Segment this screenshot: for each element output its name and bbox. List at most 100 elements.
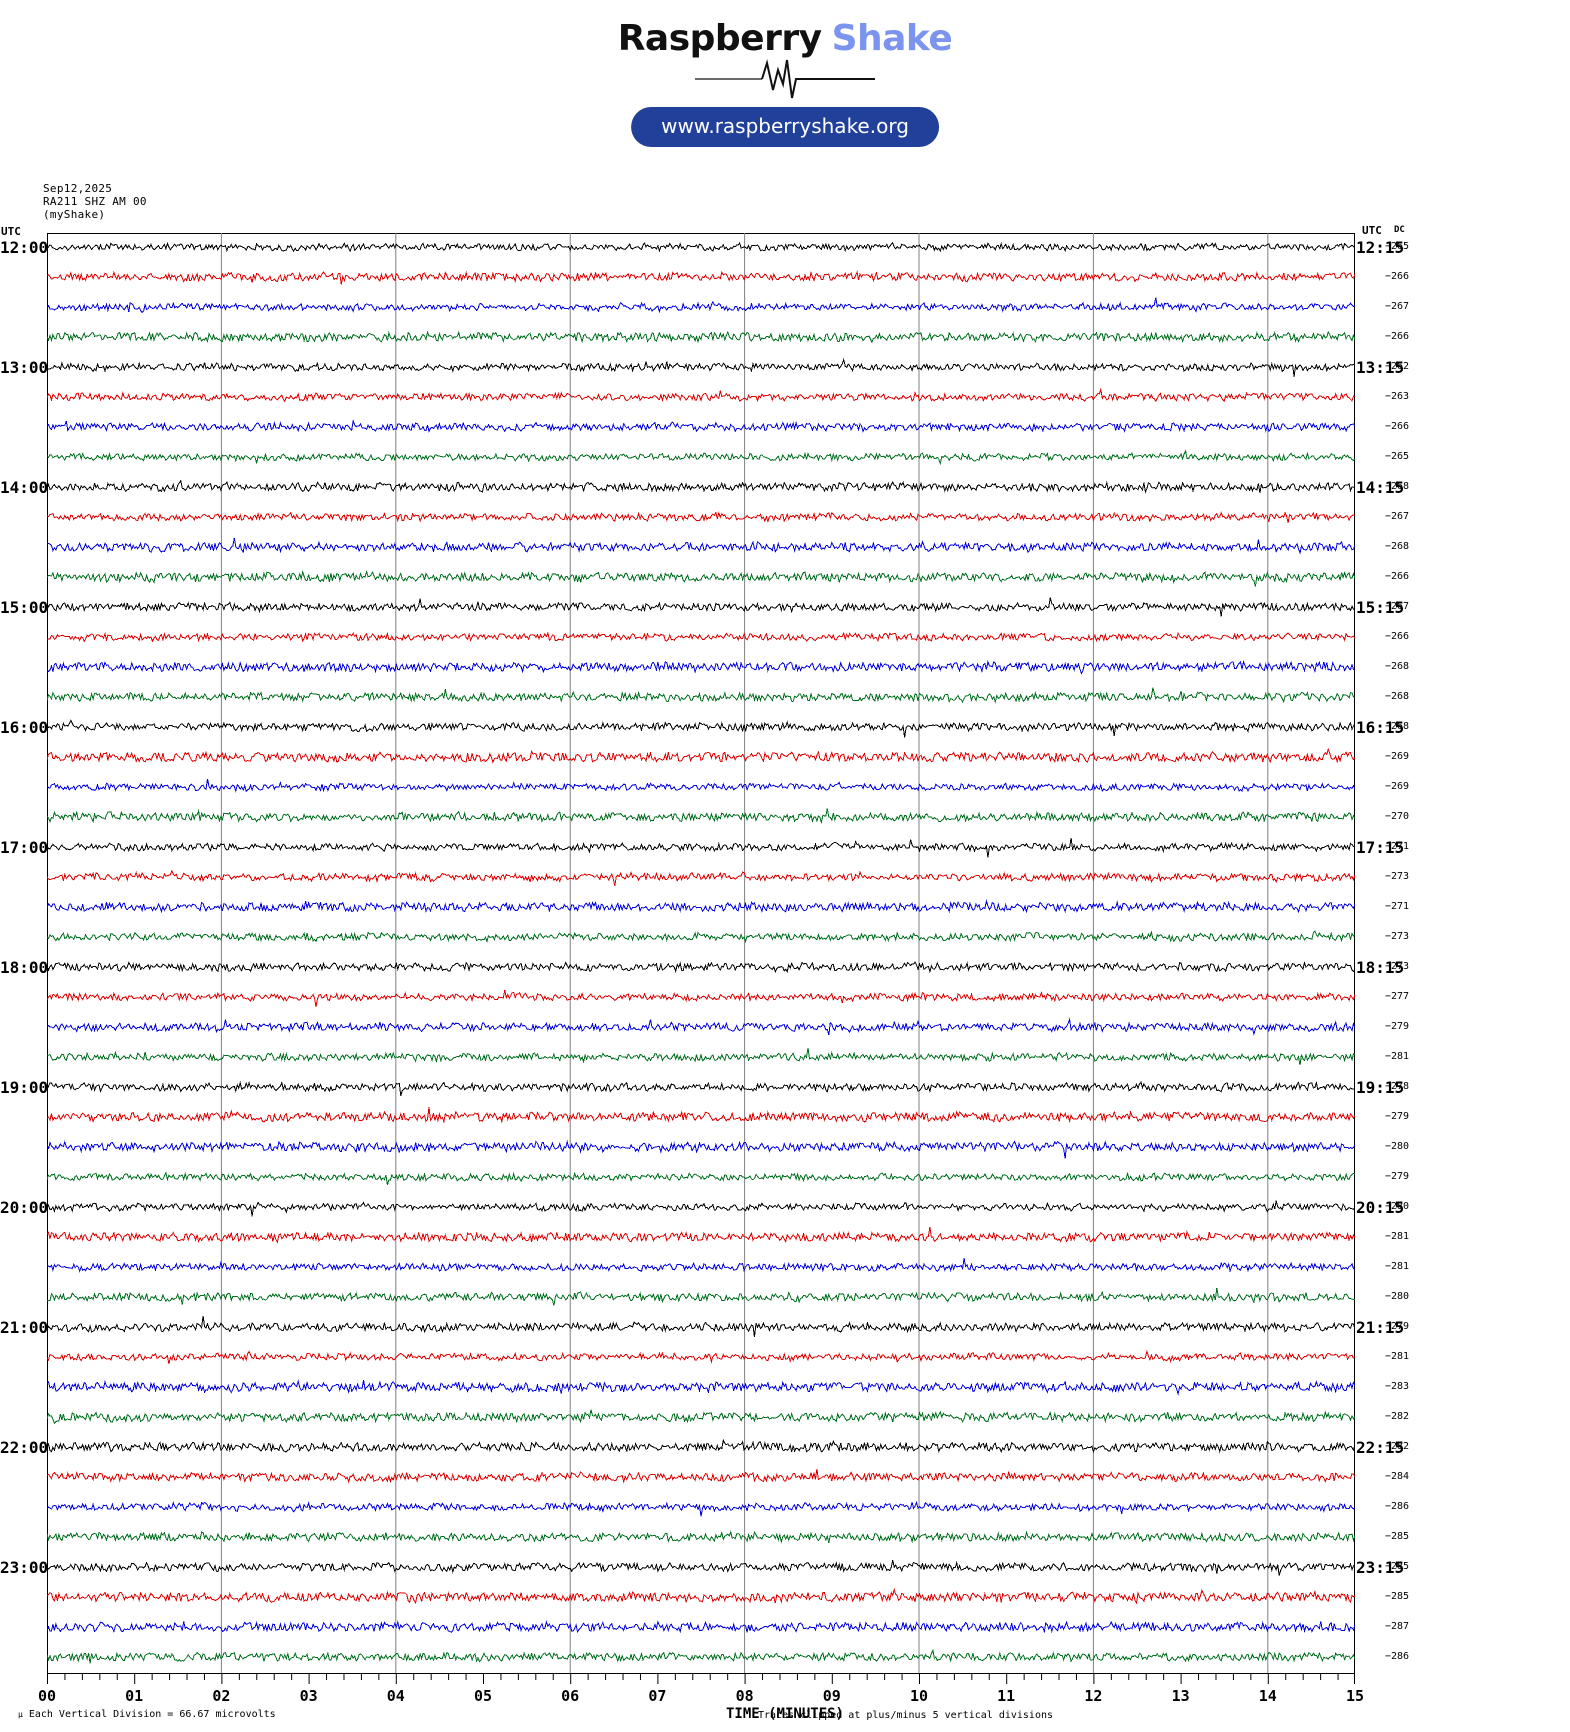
seismic-trace bbox=[47, 837, 1355, 858]
seismic-trace bbox=[47, 1409, 1355, 1424]
helicorder-plot[interactable] bbox=[47, 233, 1355, 1673]
axis-ticks bbox=[47, 1673, 1355, 1684]
dc-value: −269 bbox=[1385, 781, 1410, 792]
seismic-trace bbox=[47, 1530, 1355, 1544]
seismic-trace bbox=[47, 1587, 1355, 1605]
left-hour-label: 13:00 bbox=[0, 358, 49, 377]
dc-value: −285 bbox=[1385, 1531, 1410, 1542]
dc-value: −271 bbox=[1385, 841, 1410, 852]
header-nickname: (myShake) bbox=[43, 208, 106, 221]
minute-tick-label: 11 bbox=[997, 1687, 1016, 1705]
left-hour-label: 22:00 bbox=[0, 1438, 49, 1457]
dc-value: −270 bbox=[1385, 811, 1410, 822]
minute-tick-label: 07 bbox=[648, 1687, 667, 1705]
dc-value: −279 bbox=[1385, 1321, 1410, 1332]
seismic-trace bbox=[47, 597, 1355, 617]
seismic-trace bbox=[47, 357, 1355, 377]
dc-value: −280 bbox=[1385, 1291, 1410, 1302]
trace-canvas bbox=[47, 233, 1355, 1673]
minute-tick-label: 00 bbox=[37, 1687, 57, 1705]
dc-value: −265 bbox=[1385, 241, 1410, 252]
seismic-trace bbox=[47, 631, 1355, 643]
seismic-trace bbox=[47, 1468, 1355, 1484]
dc-value: −268 bbox=[1385, 721, 1410, 732]
seismic-trace bbox=[47, 1287, 1355, 1306]
dc-value: −284 bbox=[1385, 1471, 1410, 1482]
seismic-trace bbox=[47, 747, 1355, 764]
minute-tick-label: 03 bbox=[299, 1687, 318, 1705]
minute-tick-label: 08 bbox=[735, 1687, 754, 1705]
dc-value: −279 bbox=[1385, 1171, 1410, 1182]
dc-value: −280 bbox=[1385, 1201, 1410, 1212]
left-hour-label: 14:00 bbox=[0, 478, 49, 497]
seismic-trace bbox=[47, 297, 1355, 314]
minute-tick-label: 01 bbox=[125, 1687, 144, 1705]
dc-value: −266 bbox=[1385, 331, 1410, 342]
left-hour-label: 16:00 bbox=[0, 718, 49, 737]
dc-value: −262 bbox=[1385, 361, 1410, 372]
header-station-code: RA211 SHZ AM 00 bbox=[43, 195, 147, 208]
seismic-trace bbox=[47, 1316, 1355, 1338]
seismic-trace bbox=[47, 479, 1355, 494]
dc-value: −267 bbox=[1385, 601, 1410, 612]
seismic-wave-icon bbox=[695, 59, 875, 99]
left-hour-label: 21:00 bbox=[0, 1318, 49, 1337]
left-hour-label: 19:00 bbox=[0, 1078, 49, 1097]
dc-value: −267 bbox=[1385, 301, 1410, 312]
seismic-trace bbox=[47, 1379, 1355, 1396]
dc-value: −266 bbox=[1385, 571, 1410, 582]
seismic-trace bbox=[47, 330, 1355, 344]
left-hour-label: 23:00 bbox=[0, 1558, 49, 1577]
seismic-trace bbox=[47, 270, 1355, 285]
dc-value: −279 bbox=[1385, 1021, 1410, 1032]
clip-note: Traces clipped at plus/minus 5 vertical … bbox=[758, 1710, 1054, 1721]
seismic-trace bbox=[47, 387, 1355, 403]
seismic-trace bbox=[47, 1047, 1355, 1066]
scale-note-text: Each Vertical Division = 66.67 microvolt… bbox=[28, 1709, 276, 1720]
seismic-trace bbox=[47, 687, 1355, 704]
dc-value: −278 bbox=[1385, 1081, 1410, 1092]
left-utc-label: UTC bbox=[1, 225, 21, 238]
dc-value: −268 bbox=[1385, 661, 1410, 672]
dc-value: −285 bbox=[1385, 1561, 1410, 1572]
website-url-pill[interactable]: www.raspberryshake.org bbox=[631, 107, 939, 147]
dc-value: −273 bbox=[1385, 931, 1410, 942]
left-hour-label: 18:00 bbox=[0, 958, 49, 977]
raspberry-shake-logo: Raspberry Shake www.raspberryshake.org bbox=[0, 0, 1570, 160]
minute-tick-label: 14 bbox=[1258, 1687, 1277, 1705]
dc-value: −266 bbox=[1385, 631, 1410, 642]
dc-value: −277 bbox=[1385, 991, 1410, 1002]
right-hour-label: 16:15 bbox=[1356, 718, 1405, 737]
minute-tick-label: 02 bbox=[212, 1687, 231, 1705]
seismic-trace bbox=[47, 418, 1355, 434]
seismic-trace bbox=[47, 660, 1355, 675]
dc-value: −282 bbox=[1385, 1441, 1410, 1452]
dc-value: −267 bbox=[1385, 511, 1410, 522]
scale-note: µ Each Vertical Division = 66.67 microvol… bbox=[18, 1709, 276, 1720]
seismic-trace bbox=[47, 1349, 1355, 1365]
minute-tick-label: 13 bbox=[1171, 1687, 1190, 1705]
seismic-trace bbox=[47, 1080, 1355, 1096]
bottom-minute-axis: 00 01 02 03 04 05 06 07 08 09 10 11 12 13 14 15 bbox=[38, 1673, 1364, 1705]
right-hour-label: 17:15 bbox=[1356, 838, 1405, 857]
dc-value: −273 bbox=[1385, 871, 1410, 882]
seismic-trace bbox=[47, 1560, 1355, 1576]
left-hour-label: 17:00 bbox=[0, 838, 49, 857]
left-hour-label: 20:00 bbox=[0, 1198, 49, 1217]
seismic-trace bbox=[47, 1139, 1355, 1159]
right-hour-label: 19:15 bbox=[1356, 1078, 1405, 1097]
right-utc-label: UTC bbox=[1362, 224, 1382, 237]
seismic-trace bbox=[47, 808, 1355, 825]
seismic-trace bbox=[47, 869, 1355, 886]
header-date: Sep12,2025 bbox=[43, 182, 113, 195]
left-hour-label: 12:00 bbox=[0, 238, 49, 257]
dc-value: −281 bbox=[1385, 1231, 1410, 1242]
seismic-trace bbox=[47, 537, 1355, 555]
dc-value: −268 bbox=[1385, 541, 1410, 552]
dc-value: −271 bbox=[1385, 901, 1410, 912]
dc-value: −279 bbox=[1385, 1111, 1410, 1122]
microvolt-glyph: µ bbox=[18, 1710, 23, 1719]
seismic-trace bbox=[47, 778, 1355, 793]
seismic-trace bbox=[47, 1620, 1355, 1634]
